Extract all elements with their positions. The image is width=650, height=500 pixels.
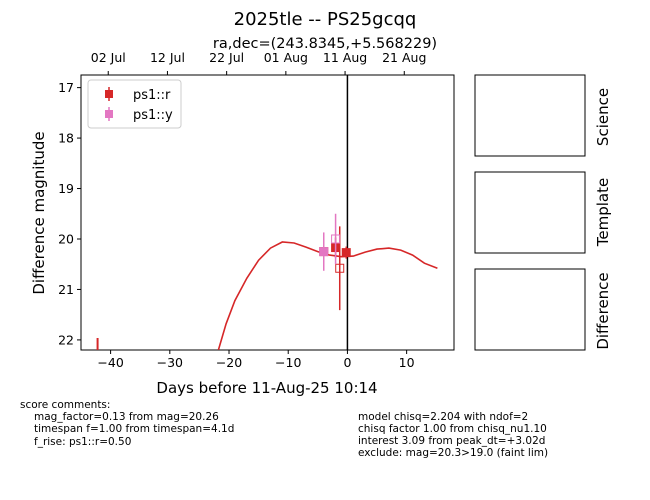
score-comments-header: score comments: — [20, 399, 110, 411]
top-tick-label: 21 Aug — [382, 50, 426, 65]
main-plot: −40 −30 −20 −10 0 10 17 18 19 20 21 22 02 Jul 12 Ju… — [58, 50, 455, 370]
chart-title: 2025tle -- PS25gcqq — [234, 9, 417, 30]
x-tick-label: −10 — [275, 355, 301, 370]
data-point — [341, 248, 351, 258]
x-tick-label: 0 — [343, 355, 351, 370]
y-axis-label: Difference magnitude — [30, 131, 48, 294]
template-label: Template — [594, 178, 612, 247]
y-tick-label: 20 — [58, 231, 74, 246]
legend-marker-r — [105, 87, 113, 101]
x-tick-label: −40 — [97, 355, 123, 370]
x-tick-label: −30 — [157, 355, 183, 370]
science-label: Science — [594, 88, 612, 146]
score-comments: score comments: mag_factor=0.13 from mag… — [20, 399, 234, 448]
y-tick-label: 17 — [58, 80, 74, 95]
x-axis-label: Days before 11-Aug-25 10:14 — [156, 379, 377, 397]
difference-panel — [474, 268, 586, 351]
top-tick-label: 02 Jul — [91, 50, 126, 65]
top-tick-label: 11 Aug — [323, 50, 367, 65]
model-comments: model chisq=2.204 with ndof=2 chisq fact… — [358, 411, 548, 459]
score-comment-line: timespan f=1.00 from timespan=4.1d — [34, 423, 234, 435]
plot-content — [96, 75, 438, 350]
y-tick-label: 18 — [58, 131, 74, 146]
science-panel — [474, 74, 586, 157]
plot-frame — [80, 74, 455, 351]
legend-marker-y — [105, 107, 113, 121]
y-tick-label: 19 — [58, 181, 74, 196]
legend-label-r: ps1::r — [133, 88, 171, 103]
model-comment-line: interest 3.09 from peak_dt=+3.02d — [358, 435, 545, 447]
difference-label: Difference — [594, 272, 612, 349]
legend: ps1::r ps1::y — [87, 79, 182, 129]
top-axis-ticks: 02 Jul 12 Jul 22 Jul 01 Aug 11 Aug 21 Aug — [91, 50, 426, 75]
top-tick-label: 01 Aug — [264, 50, 308, 65]
legend-label-y: ps1::y — [133, 108, 173, 123]
model-comment-line: exclude: mag=20.3>19.0 (faint lim) — [358, 447, 548, 459]
model-comment-line: model chisq=2.204 with ndof=2 — [358, 411, 528, 423]
top-tick-label: 22 Jul — [209, 50, 244, 65]
model-comment-line: chisq factor 1.00 from chisq_nu1.10 — [358, 423, 547, 435]
chart-subtitle: ra,dec=(243.8345,+5.568229) — [213, 36, 437, 52]
y-tick-label: 22 — [58, 332, 74, 347]
score-comment-line: f_rise: ps1::r=0.50 — [34, 436, 131, 448]
template-panel — [474, 171, 586, 254]
score-comment-line: mag_factor=0.13 from mag=20.26 — [34, 411, 219, 423]
data-point — [331, 234, 341, 244]
stamp-panels: Science Template Difference — [474, 74, 612, 351]
data-point — [335, 263, 345, 273]
x-tick-label: −20 — [216, 355, 242, 370]
x-axis-ticks: −40 −30 −20 −10 0 10 — [97, 350, 415, 370]
model-curve — [217, 241, 438, 350]
top-tick-label: 12 Jul — [150, 50, 185, 65]
y-tick-label: 21 — [58, 282, 74, 297]
y-axis-ticks: 17 18 19 20 21 22 — [58, 80, 81, 347]
x-tick-label: 10 — [399, 355, 415, 370]
data-point — [319, 247, 329, 257]
